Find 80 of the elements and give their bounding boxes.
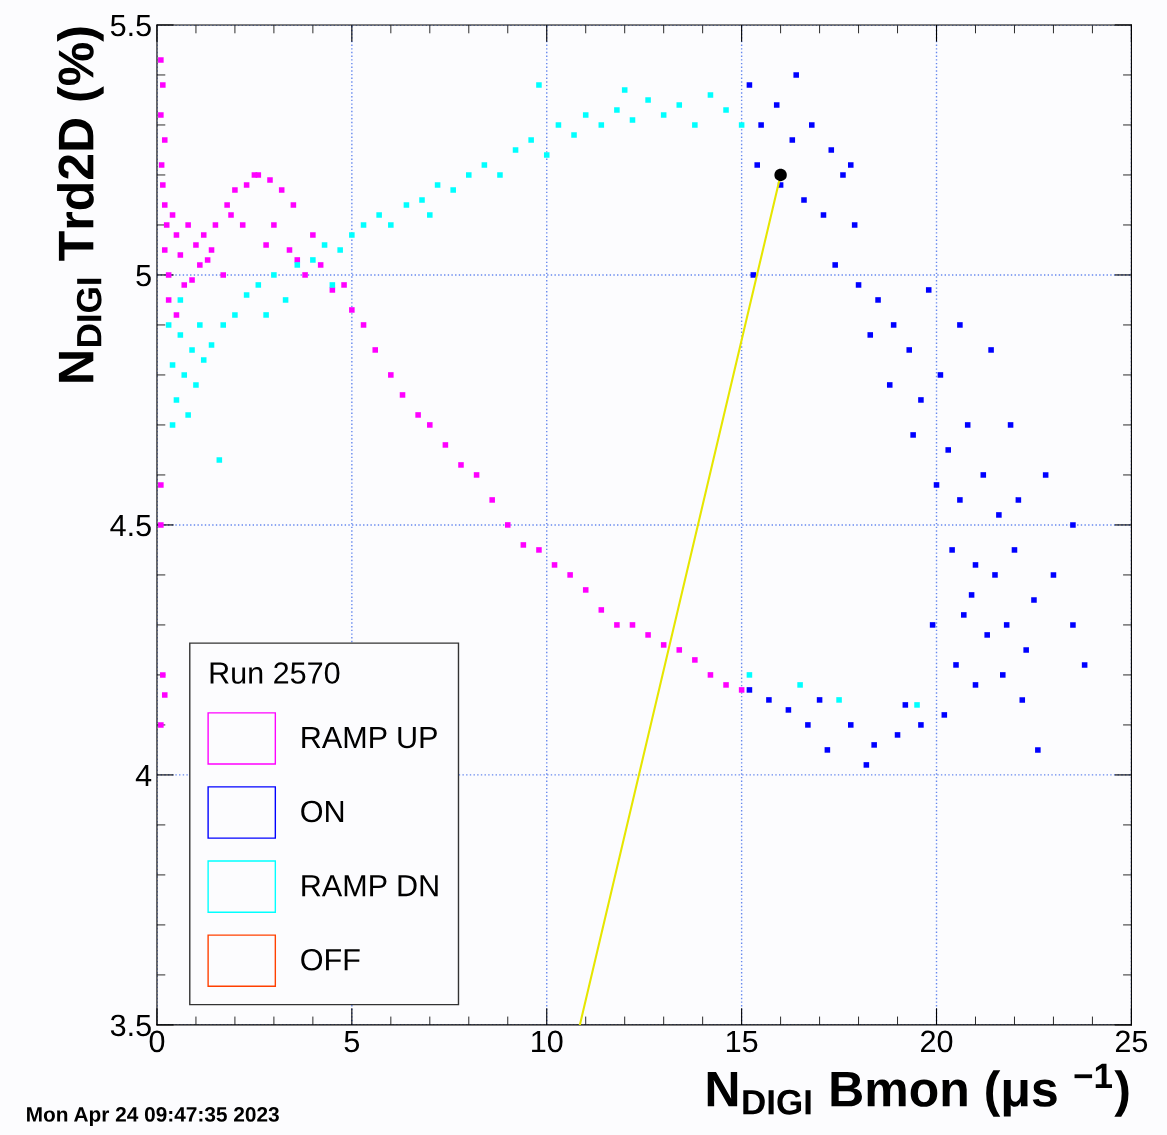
y-tick-label: 5.5 xyxy=(110,15,151,37)
point xyxy=(645,97,651,103)
point xyxy=(621,87,628,93)
point xyxy=(185,412,191,418)
point xyxy=(181,372,188,378)
point xyxy=(173,397,180,403)
point xyxy=(497,172,503,178)
point xyxy=(282,297,289,303)
point xyxy=(528,137,534,143)
point xyxy=(189,347,195,353)
point xyxy=(555,122,562,128)
x-tick-label: 5 xyxy=(344,1030,360,1053)
point xyxy=(774,168,787,182)
point xyxy=(692,122,698,128)
point xyxy=(388,222,394,228)
point xyxy=(723,107,729,113)
point xyxy=(165,322,172,328)
x-tick-label: 25 xyxy=(1115,1030,1148,1053)
point xyxy=(177,297,184,303)
point xyxy=(536,82,542,88)
point xyxy=(294,262,301,268)
point xyxy=(571,132,577,138)
x-axis-title: N$_{DIGI}$ Bmon (μs $^{−1}$) xyxy=(707,1063,1129,1117)
x-tick-label: 15 xyxy=(726,1030,758,1053)
point xyxy=(419,197,425,203)
point xyxy=(481,162,488,168)
x-tick-label: 0 xyxy=(149,1030,165,1053)
y-tick-label: 3.5 xyxy=(110,1014,151,1037)
point xyxy=(914,702,920,708)
point xyxy=(598,122,605,128)
point xyxy=(614,107,620,113)
point xyxy=(466,172,472,178)
y-tick-label: 4.5 xyxy=(110,514,151,537)
legend-label: RAMP UP xyxy=(302,726,437,749)
point xyxy=(232,312,238,318)
point xyxy=(243,292,250,298)
point xyxy=(208,342,215,348)
point xyxy=(376,212,382,218)
point xyxy=(434,182,441,188)
legend-label: OFF xyxy=(301,948,360,971)
point xyxy=(220,322,226,328)
point xyxy=(746,672,753,678)
point xyxy=(450,187,456,193)
point xyxy=(321,242,328,248)
point xyxy=(738,122,745,128)
point xyxy=(836,697,842,703)
point xyxy=(216,457,223,463)
point xyxy=(629,117,636,123)
point xyxy=(543,152,550,158)
point xyxy=(660,112,667,118)
point xyxy=(255,282,262,288)
point xyxy=(349,232,355,238)
point xyxy=(337,247,343,253)
legend-label: RAMP DN xyxy=(302,875,438,897)
point xyxy=(263,312,269,318)
y-tick-label: 4 xyxy=(135,764,152,786)
point xyxy=(193,382,199,388)
point xyxy=(197,322,203,328)
point xyxy=(310,257,316,263)
point xyxy=(582,112,589,118)
point xyxy=(177,332,184,338)
point xyxy=(676,102,683,108)
point xyxy=(403,202,410,208)
point xyxy=(512,147,519,153)
point xyxy=(200,357,207,363)
x-tick-label: 20 xyxy=(921,1030,953,1053)
point xyxy=(427,212,433,218)
point xyxy=(169,422,176,428)
x-tick-label: 10 xyxy=(532,1030,563,1053)
point xyxy=(329,282,336,288)
point xyxy=(707,92,714,98)
legend-title: Run 2570 xyxy=(210,662,340,684)
text: Mon Apr 24 09:47:35 2023 xyxy=(27,1107,279,1126)
point xyxy=(271,272,277,278)
y-axis-title: N$_{DIGI}$ Trd2D (%) xyxy=(57,27,104,382)
legend-label: ON xyxy=(301,800,344,823)
point xyxy=(360,222,367,228)
point xyxy=(797,682,803,688)
y-tick-label: 5 xyxy=(136,265,151,287)
point xyxy=(169,362,176,368)
